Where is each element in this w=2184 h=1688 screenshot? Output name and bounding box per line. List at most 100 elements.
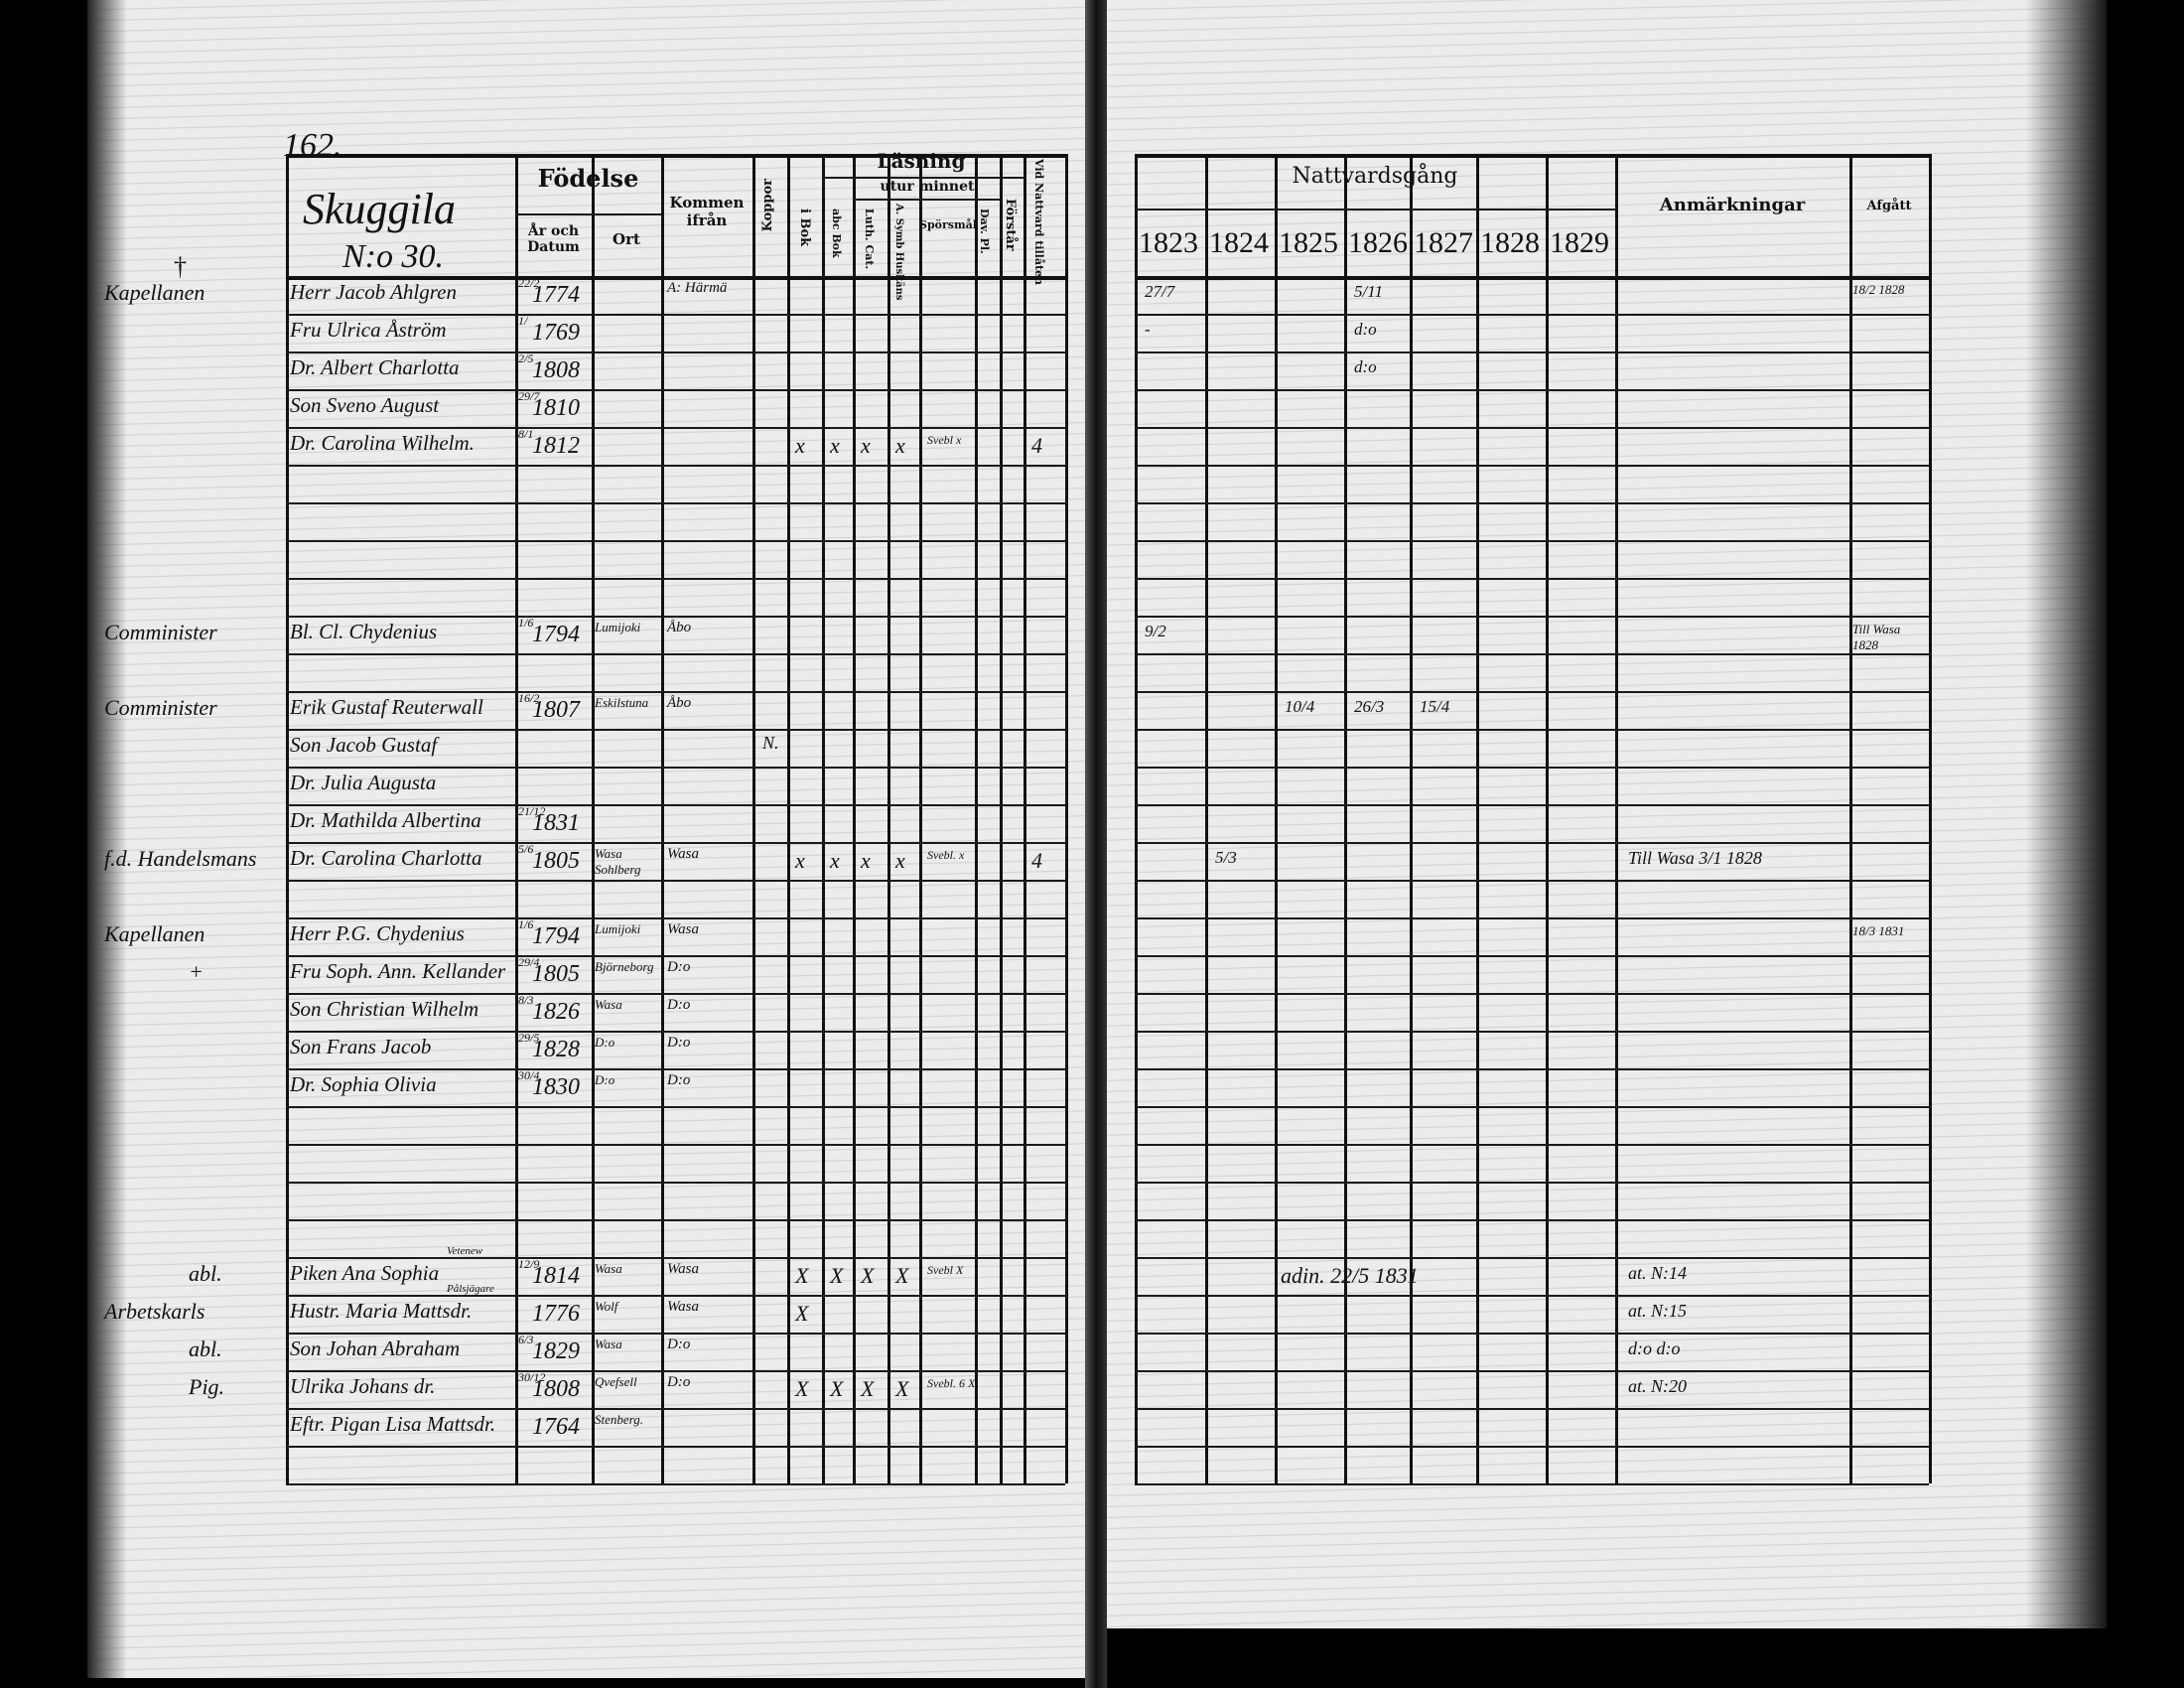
birth-year: 1794 bbox=[532, 622, 580, 647]
birth-day: 1/6 bbox=[518, 917, 534, 931]
communion-note: adin. 22/5 1831 bbox=[1281, 1263, 1419, 1288]
occupation-label: abl. bbox=[189, 1336, 222, 1361]
reading-mark: X bbox=[795, 1263, 809, 1288]
communion-date-1823: 9/2 bbox=[1145, 622, 1166, 640]
reading-mark: x bbox=[895, 433, 905, 458]
came-from: Wasa bbox=[667, 1261, 699, 1277]
row-rule bbox=[286, 1219, 1065, 1221]
header-in-book: i Bok bbox=[797, 209, 812, 247]
birth-place: D:o bbox=[595, 1072, 615, 1087]
reading-mark: X bbox=[895, 1376, 909, 1401]
birth-day: 30/4 bbox=[518, 1068, 540, 1082]
row-rule bbox=[1135, 1483, 1929, 1485]
column-rule bbox=[887, 154, 890, 1483]
name-annotation: Vetenew bbox=[447, 1245, 483, 1257]
person-name: Dr. Mathilda Albertina bbox=[290, 808, 481, 832]
row-rule bbox=[286, 502, 1065, 504]
birth-day: 16/2 bbox=[518, 691, 540, 705]
person-name: Dr. Carolina Wilhelm. bbox=[290, 431, 475, 455]
occupation-label: Pig. bbox=[189, 1374, 225, 1399]
reading-mark: X bbox=[861, 1263, 875, 1288]
birth-year: 1774 bbox=[532, 282, 580, 308]
row-rule bbox=[1135, 389, 1929, 391]
row-rule bbox=[286, 1106, 1065, 1108]
header-from: Kommen ifrån bbox=[669, 194, 745, 229]
right-page bbox=[1104, 0, 2107, 1628]
birth-day: 29/7 bbox=[518, 389, 540, 403]
birth-year: 1794 bbox=[532, 923, 580, 949]
reading-mark: X bbox=[795, 1301, 809, 1326]
birth-place: Wasa bbox=[595, 997, 622, 1012]
came-from: Wasa bbox=[667, 921, 699, 937]
person-name: Herr P.G. Chydenius bbox=[290, 921, 465, 945]
row-rule bbox=[1135, 465, 1929, 467]
row-rule bbox=[1135, 1295, 1929, 1297]
person-name: Fru Ulrica Åström bbox=[290, 318, 447, 342]
departed-note: 18/3 1831 bbox=[1852, 923, 1905, 938]
person-name: Dr. Julia Augusta bbox=[290, 771, 437, 794]
person-name: Son Frans Jacob bbox=[290, 1035, 432, 1058]
row-rule bbox=[286, 1068, 1065, 1070]
reading-mark: X bbox=[895, 1263, 909, 1288]
page-number: 162. bbox=[283, 127, 342, 164]
birth-year: 1830 bbox=[532, 1074, 580, 1100]
birth-day: 21/12 bbox=[518, 804, 546, 818]
reading-mark: x bbox=[795, 848, 805, 873]
communion-date-1826: 5/11 bbox=[1354, 282, 1383, 301]
row-rule bbox=[1135, 1106, 1929, 1108]
row-rule bbox=[286, 993, 1065, 995]
person-name: Piken Ana Sophia bbox=[290, 1261, 440, 1285]
row-rule bbox=[1135, 314, 1929, 316]
column-rule bbox=[752, 154, 755, 1483]
row-rule bbox=[286, 1257, 1065, 1259]
page-edge-shadow bbox=[2025, 0, 2115, 1628]
header-year-1827: 1827 bbox=[1414, 226, 1473, 259]
birth-day: 29/5 bbox=[518, 1031, 540, 1045]
person-name: Son Johan Abraham bbox=[290, 1336, 461, 1360]
row-rule bbox=[286, 917, 1065, 919]
name-annotation: Pålsjägare bbox=[447, 1283, 494, 1295]
column-rule bbox=[1615, 154, 1618, 1483]
occupation-label: Comminister bbox=[104, 620, 217, 644]
column-rule bbox=[1000, 154, 1003, 1483]
person-name: Erik Gustaf Reuterwall bbox=[290, 695, 483, 719]
birth-year: 1807 bbox=[532, 697, 580, 723]
header-luther-catechism: Luth. Cat. bbox=[863, 209, 876, 270]
column-rule bbox=[1929, 154, 1932, 1483]
header-year-1824: 1824 bbox=[1209, 226, 1269, 259]
header-subrule bbox=[1135, 209, 1615, 211]
reading-mark: Svebl x bbox=[927, 433, 962, 447]
row-rule bbox=[1135, 653, 1929, 655]
row-rule bbox=[1135, 955, 1929, 957]
column-rule bbox=[1205, 154, 1208, 1483]
reading-mark: Svebl X bbox=[927, 1263, 964, 1277]
header-subrule bbox=[853, 199, 1000, 201]
reading-mark: Svebl. 6 X bbox=[927, 1376, 976, 1390]
row-rule bbox=[286, 729, 1065, 731]
birth-day: 6/3 bbox=[518, 1333, 534, 1346]
person-name: Son Jacob Gustaf bbox=[290, 733, 438, 757]
birth-day: 2/5 bbox=[518, 352, 534, 365]
person-name: Ulrika Johans dr. bbox=[290, 1374, 436, 1398]
header-bottom-rule bbox=[286, 276, 1065, 280]
person-name: Dr. Sophia Olivia bbox=[290, 1072, 437, 1096]
row-rule bbox=[286, 1031, 1065, 1033]
row-rule bbox=[1135, 502, 1929, 504]
row-rule bbox=[286, 842, 1065, 844]
reading-mark: Svebl. x bbox=[927, 848, 965, 862]
communion-date-1826: 26/3 bbox=[1354, 697, 1385, 716]
occupation-label: + bbox=[189, 959, 204, 984]
row-rule bbox=[1135, 767, 1929, 769]
birth-year: 1808 bbox=[532, 1376, 580, 1402]
row-rule bbox=[286, 616, 1065, 618]
header-year-1829: 1829 bbox=[1550, 226, 1609, 259]
birth-year: 1808 bbox=[532, 357, 580, 383]
row-rule bbox=[286, 540, 1065, 542]
person-name: Bl. Cl. Chydenius bbox=[290, 620, 438, 643]
person-name: Son Christian Wilhelm bbox=[290, 997, 479, 1021]
person-name: Fru Soph. Ann. Kellander bbox=[290, 959, 506, 983]
row-rule bbox=[1135, 1333, 1929, 1335]
column-rule bbox=[1275, 154, 1278, 1483]
column-rule bbox=[1410, 154, 1413, 1483]
row-rule bbox=[286, 1446, 1065, 1448]
